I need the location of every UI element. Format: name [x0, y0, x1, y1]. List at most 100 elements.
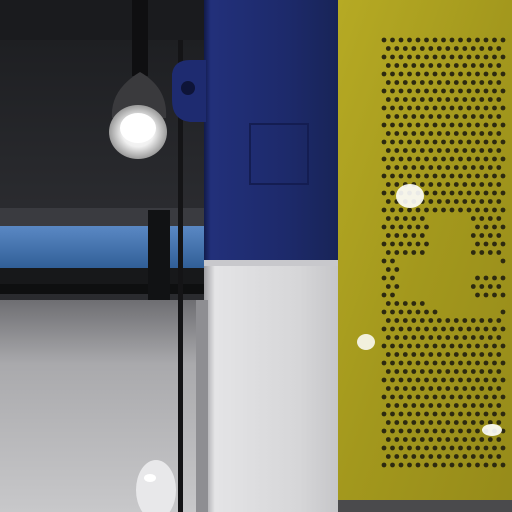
perforation-hole — [411, 46, 417, 51]
perforation-hole — [385, 318, 391, 323]
perforation-hole — [479, 369, 485, 374]
perforation-hole — [381, 139, 387, 145]
perforation-hole — [466, 428, 472, 434]
perforation-hole — [394, 420, 400, 425]
perforation-hole — [407, 411, 412, 417]
perforation-hole — [411, 114, 417, 119]
perforation-hole — [475, 411, 480, 417]
panel-bottom-edge — [338, 500, 512, 512]
perforation-hole — [415, 445, 421, 451]
perforation-hole — [453, 63, 459, 68]
perforation-hole — [458, 207, 463, 213]
perforation-hole — [407, 224, 412, 230]
perforation-hole — [470, 403, 476, 408]
column-band — [204, 260, 340, 266]
perforation-hole — [402, 114, 408, 119]
perforation-hole — [475, 71, 480, 77]
perforation-hole — [428, 403, 434, 408]
perforation-hole — [500, 122, 506, 128]
perforation-hole — [466, 326, 472, 332]
perforation-hole — [415, 462, 421, 468]
perforation-hole — [441, 37, 446, 43]
perforation-hole — [402, 335, 408, 340]
perforation-hole — [398, 156, 404, 162]
perforation-hole — [479, 199, 485, 204]
perforation-hole — [458, 54, 463, 60]
perforation-hole — [496, 369, 502, 374]
perforation-hole — [470, 335, 476, 340]
perforation-hole — [385, 420, 391, 425]
ceiling — [0, 0, 210, 40]
perforation-hole — [424, 190, 429, 196]
perforation-hole — [381, 224, 387, 230]
perforation-hole — [390, 173, 395, 179]
perforation-hole — [470, 97, 476, 102]
perforation-hole — [428, 454, 434, 459]
perforation-hole — [496, 403, 502, 408]
perforation-hole — [470, 216, 476, 221]
perforation-hole — [381, 105, 387, 111]
perforation-hole — [487, 199, 493, 204]
perforation-hole — [445, 63, 451, 68]
perforation-hole — [475, 37, 480, 43]
perforation-hole — [390, 326, 395, 332]
perforation-hole — [500, 105, 506, 111]
perforation-hole — [385, 437, 391, 442]
perforation-hole — [394, 454, 400, 459]
perforation-hole — [449, 156, 455, 162]
perforation-hole — [475, 428, 480, 434]
perforation-hole — [441, 207, 446, 213]
perforation-hole — [496, 63, 502, 68]
perforation-hole — [432, 54, 438, 60]
perforation-hole — [390, 275, 395, 281]
perforation-hole — [479, 437, 485, 442]
perforation-hole — [381, 275, 387, 281]
perforation-hole — [500, 241, 506, 247]
perforation-hole — [470, 437, 476, 442]
perforation-hole — [419, 148, 425, 153]
perforation-hole — [428, 148, 434, 153]
perforation-hole — [500, 275, 506, 281]
perforation-hole — [428, 386, 434, 391]
support-pole — [178, 40, 183, 512]
perforation-hole — [453, 318, 459, 323]
perforation-hole — [407, 105, 412, 111]
perforation-hole — [441, 445, 446, 451]
perforation-hole — [436, 199, 442, 204]
perforation-hole — [432, 37, 438, 43]
perforation-hole — [407, 428, 412, 434]
perforation-hole — [390, 462, 395, 468]
perforation-hole — [385, 46, 391, 51]
perforation-hole — [449, 105, 455, 111]
perforation-hole — [466, 122, 472, 128]
perforation-hole — [500, 309, 506, 315]
perforation-hole — [407, 156, 412, 162]
perforation-hole — [453, 352, 459, 357]
perforation-hole — [385, 97, 391, 102]
perforation-hole — [441, 394, 446, 400]
perforation-hole — [385, 165, 391, 170]
perforation-hole — [492, 292, 497, 298]
perforation-hole — [419, 318, 425, 323]
perforation-hole — [479, 233, 485, 238]
perforation-hole — [419, 182, 425, 187]
perforation-hole — [394, 233, 400, 238]
perforation-hole — [385, 284, 391, 289]
perforation-hole — [500, 173, 506, 179]
perforation-hole — [415, 241, 421, 247]
perforation-hole — [470, 352, 476, 357]
perforation-hole — [381, 343, 387, 349]
perforation-hole — [492, 411, 497, 417]
perforation-hole — [385, 250, 391, 255]
perforation-hole — [419, 46, 425, 51]
perforation-hole — [432, 445, 438, 451]
perforation-hole — [470, 318, 476, 323]
perforation-hole — [428, 131, 434, 136]
perforation-hole — [415, 173, 421, 179]
perforation-hole — [496, 216, 502, 221]
perforation-hole — [415, 394, 421, 400]
perforation-hole — [436, 63, 442, 68]
perforation-hole — [398, 309, 404, 315]
perforation-hole — [483, 394, 489, 400]
perforation-hole — [411, 63, 417, 68]
